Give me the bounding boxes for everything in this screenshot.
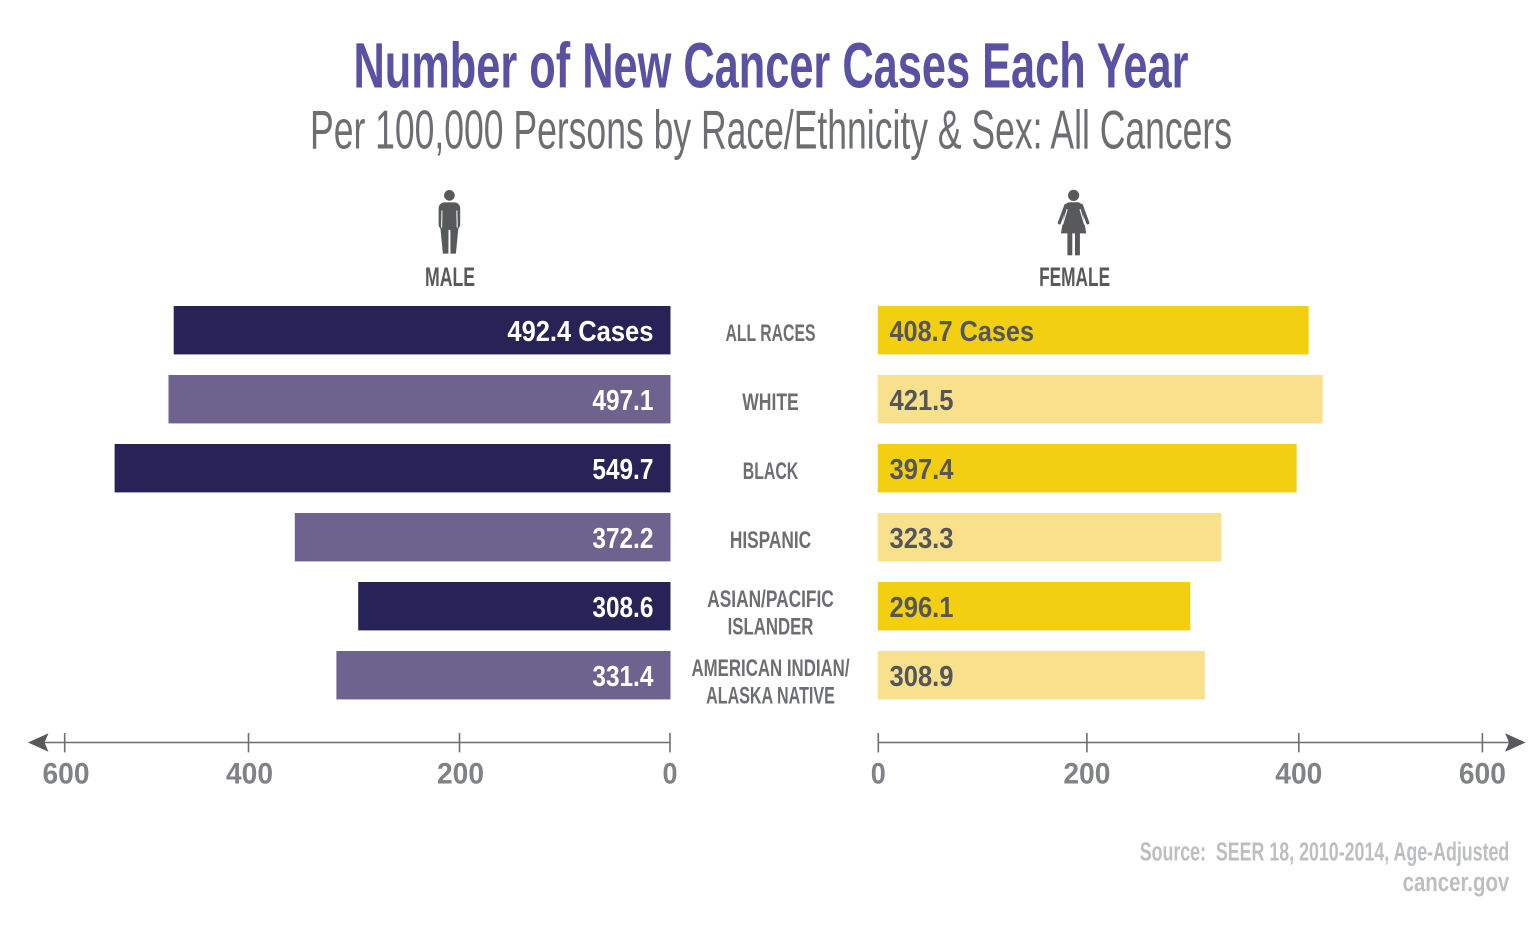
svg-text:ALL RACES: ALL RACES	[726, 320, 816, 347]
svg-text:372.2: 372.2	[592, 523, 653, 555]
svg-text:408.7 Cases: 408.7 Cases	[890, 316, 1035, 348]
svg-text:FEMALE: FEMALE	[1039, 262, 1110, 292]
svg-text:Number of New Cancer Cases Eac: Number of New Cancer Cases Each Year	[354, 30, 1189, 102]
svg-text:331.4: 331.4	[592, 661, 653, 693]
svg-text:400: 400	[226, 758, 273, 791]
svg-text:323.3: 323.3	[890, 523, 954, 555]
svg-text:MALE: MALE	[425, 262, 475, 292]
svg-text:492.4 Cases: 492.4 Cases	[507, 316, 653, 348]
svg-text:400: 400	[1275, 758, 1322, 791]
svg-text:ISLANDER: ISLANDER	[728, 614, 814, 641]
svg-text:308.9: 308.9	[890, 661, 954, 693]
svg-text:AMERICAN INDIAN/: AMERICAN INDIAN/	[692, 655, 850, 682]
svg-text:200: 200	[437, 758, 484, 791]
svg-text:HISPANIC: HISPANIC	[730, 527, 811, 554]
svg-text:549.7: 549.7	[592, 454, 653, 486]
svg-text:ALASKA NATIVE: ALASKA NATIVE	[706, 682, 835, 709]
svg-text:WHITE: WHITE	[742, 389, 799, 416]
svg-text:Per 100,000 Persons by Race/Et: Per 100,000 Persons by Race/Ethnicity & …	[310, 99, 1232, 161]
svg-text:397.4: 397.4	[890, 454, 954, 486]
svg-text:308.6: 308.6	[592, 592, 653, 624]
svg-text:Source: SEER 18, 2010-2014, A: Source: SEER 18, 2010-2014, Age-Adjusted	[1140, 839, 1510, 867]
svg-text:296.1: 296.1	[890, 592, 954, 624]
svg-text:0: 0	[663, 758, 678, 791]
svg-text:421.5: 421.5	[890, 385, 954, 417]
svg-text:cancer.gov: cancer.gov	[1403, 869, 1510, 897]
svg-text:BLACK: BLACK	[743, 458, 799, 485]
svg-text:200: 200	[1063, 758, 1110, 791]
svg-text:600: 600	[1459, 758, 1506, 791]
svg-text:ASIAN/PACIFIC: ASIAN/PACIFIC	[707, 586, 834, 613]
svg-text:600: 600	[43, 758, 90, 791]
svg-text:0: 0	[871, 758, 886, 791]
svg-text:497.1: 497.1	[592, 385, 653, 417]
